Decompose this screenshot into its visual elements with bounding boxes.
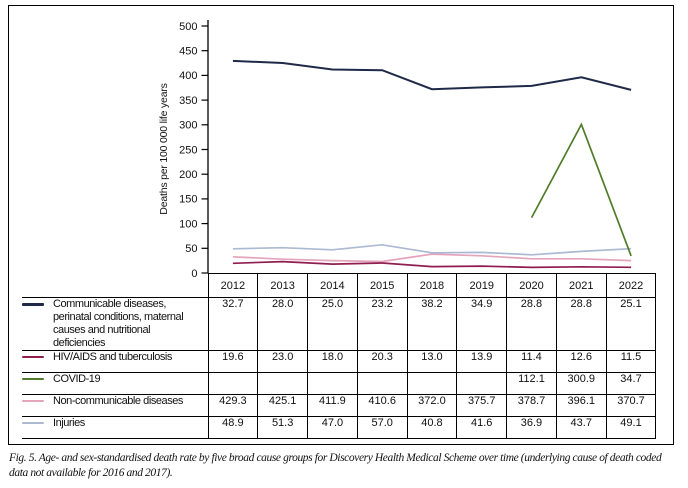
value-cell: 18.0 xyxy=(307,349,358,373)
legend-line-icon-covid-19 xyxy=(22,377,44,381)
series-label-cell: Injuries xyxy=(22,415,209,439)
y-tick-label: 200 xyxy=(179,169,197,181)
line-hiv-aids-tb xyxy=(232,260,632,269)
value-cell: 378.7 xyxy=(506,393,557,417)
legend-line-icon-non-communicable xyxy=(22,399,44,403)
table-row-non-communicable: Non-communicable diseases 429.3 425.1 411.9… xyxy=(22,393,657,417)
value-cell: 23.0 xyxy=(257,349,309,373)
table-row-covid-19: COVID-19 112.1 300.9 34.7 xyxy=(22,371,657,395)
year-header-cell: 2014 xyxy=(307,273,358,298)
line-injuries xyxy=(232,243,632,256)
value-cell: 23.2 xyxy=(356,297,408,351)
y-tick-label: 250 xyxy=(179,144,197,156)
year-header-cell: 2015 xyxy=(356,273,408,298)
value-cell xyxy=(456,371,508,395)
value-cell: 40.8 xyxy=(406,415,458,439)
year-header-cell: 2019 xyxy=(456,273,508,298)
value-cell: 370.7 xyxy=(605,393,657,417)
year-header-cell: 2013 xyxy=(257,273,309,298)
value-cell xyxy=(356,371,408,395)
value-cell xyxy=(207,371,259,395)
value-cell: 36.9 xyxy=(506,415,557,439)
value-cell: 11.4 xyxy=(506,349,557,373)
value-cell xyxy=(406,371,458,395)
year-header-cell: 2021 xyxy=(555,273,607,298)
year-header-cell: 2012 xyxy=(207,273,259,298)
y-tick-label: 400 xyxy=(179,70,197,82)
value-cell: 43.7 xyxy=(555,415,607,439)
value-cell: 34.7 xyxy=(605,371,657,395)
y-axis-title: Deaths per 100 000 life years xyxy=(158,83,170,214)
series-name: Injuries xyxy=(53,416,85,429)
series-name: COVID-19 xyxy=(53,372,101,385)
value-cell: 28.8 xyxy=(555,297,607,351)
value-cell: 411.9 xyxy=(307,393,358,417)
table-row-injuries: Injuries 48.9 51.3 47.0 57.0 40.8 41.6 36.9 43.7… xyxy=(22,415,657,439)
table-corner-cell xyxy=(22,273,209,298)
value-cell: 11.5 xyxy=(605,349,657,373)
value-cell: 32.7 xyxy=(207,297,259,351)
y-tick-label: 350 xyxy=(179,95,197,107)
table-row-communicable: Communicable diseases, perinatal conditi… xyxy=(22,297,657,351)
value-cell: 19.6 xyxy=(207,349,259,373)
value-cell: 425.1 xyxy=(257,393,309,417)
value-cell: 34.9 xyxy=(456,297,508,351)
value-cell: 410.6 xyxy=(356,393,408,417)
series-label-cell: COVID-19 xyxy=(22,371,209,395)
legend-line-icon-injuries xyxy=(22,421,44,425)
value-cell: 396.1 xyxy=(555,393,607,417)
value-cell: 300.9 xyxy=(555,371,607,395)
series-name: HIV/AIDS and tuberculosis xyxy=(53,350,172,363)
y-tick-label: 450 xyxy=(179,46,197,58)
value-cell: 28.0 xyxy=(257,297,309,351)
value-cell: 47.0 xyxy=(307,415,358,439)
value-cell: 375.7 xyxy=(456,393,508,417)
figure-caption: Fig. 5. Age- and sex-standardised death … xyxy=(9,452,662,479)
year-header-cell: 2020 xyxy=(506,273,557,298)
series-label-cell: Communicable diseases, perinatal conditi… xyxy=(22,297,209,351)
value-cell xyxy=(257,371,309,395)
value-cell: 48.9 xyxy=(207,415,259,439)
series-name: Non-communicable diseases xyxy=(53,394,183,407)
value-cell: 20.3 xyxy=(356,349,408,373)
y-tick-label: 500 xyxy=(179,21,197,33)
y-tick-label: 150 xyxy=(179,194,197,206)
value-cell: 51.3 xyxy=(257,415,309,439)
line-communicable xyxy=(232,253,632,263)
legend-line-icon-hiv-aids-tb xyxy=(22,355,44,359)
value-cell: 13.9 xyxy=(456,349,508,373)
data-table: 2012 2013 2014 2015 2018 2019 2020 2021 2022 Com… xyxy=(22,273,657,439)
value-cell: 28.8 xyxy=(506,297,557,351)
y-tick-label: 100 xyxy=(179,218,197,230)
value-cell: 25.1 xyxy=(605,297,657,351)
value-cell: 25.0 xyxy=(307,297,358,351)
value-cell: 429.3 xyxy=(207,393,259,417)
value-cell: 57.0 xyxy=(356,415,408,439)
line-covid-19 xyxy=(530,122,632,257)
value-cell: 41.6 xyxy=(456,415,508,439)
year-header-cell: 2018 xyxy=(406,273,458,298)
year-header-row: 2012 2013 2014 2015 2018 2019 2020 2021 2022 xyxy=(22,273,657,298)
value-cell: 13.0 xyxy=(406,349,458,373)
series-label-cell: HIV/AIDS and tuberculosis xyxy=(22,349,209,373)
year-header-cell: 2022 xyxy=(605,273,657,298)
line-non-communicable xyxy=(232,59,632,91)
legend-line-icon-communicable xyxy=(22,303,44,306)
value-cell: 372.0 xyxy=(406,393,458,417)
y-tick-label: 300 xyxy=(179,120,197,132)
value-cell: 12.6 xyxy=(555,349,607,373)
value-cell: 112.1 xyxy=(506,371,557,395)
value-cell: 49.1 xyxy=(605,415,657,439)
value-cell xyxy=(307,371,358,395)
series-name: Communicable diseases, perinatal conditi… xyxy=(53,298,184,349)
table-row-hiv-aids-tb: HIV/AIDS and tuberculosis 19.6 23.0 18.0 20.… xyxy=(22,349,657,373)
value-cell: 38.2 xyxy=(406,297,458,351)
y-tick-label: 50 xyxy=(185,243,197,255)
series-label-cell: Non-communicable diseases xyxy=(22,393,209,417)
